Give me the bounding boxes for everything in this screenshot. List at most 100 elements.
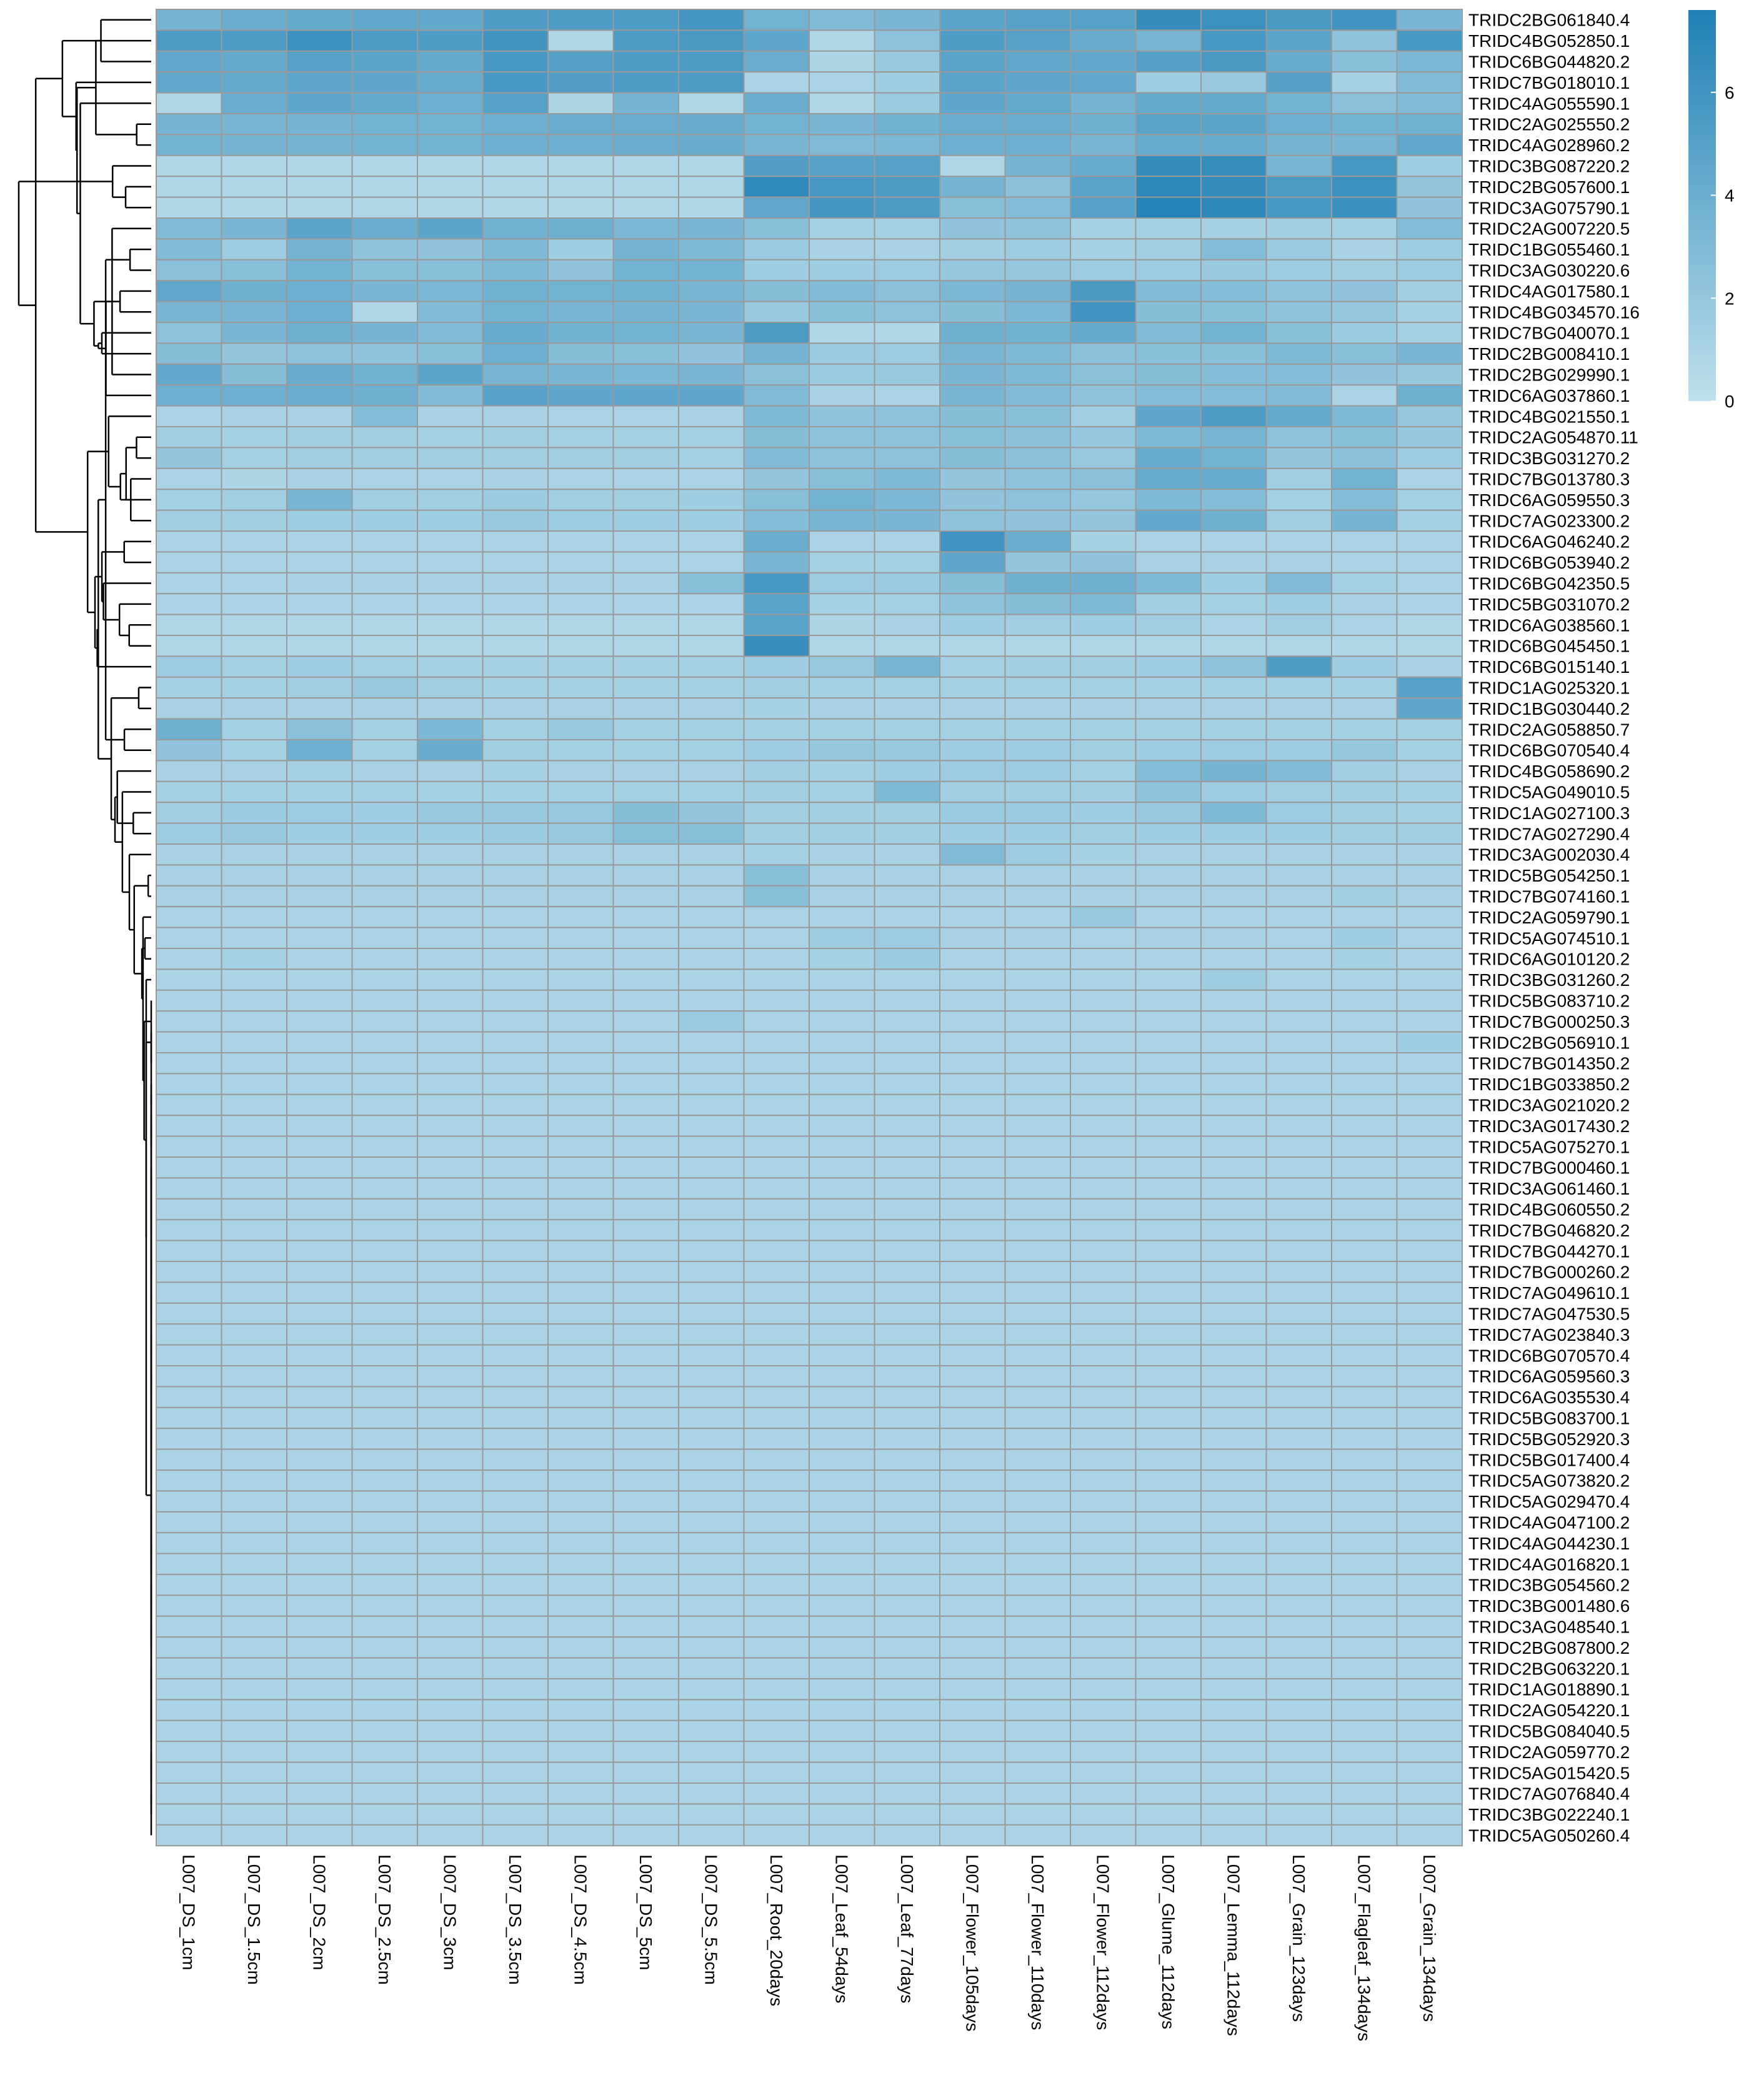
- heatmap-cell: [939, 134, 1006, 156]
- heatmap-cell: [351, 1657, 418, 1680]
- heatmap-cell: [351, 1574, 418, 1596]
- heatmap-cell: [1135, 718, 1202, 740]
- heatmap-cell: [547, 1490, 614, 1513]
- heatmap-cell: [286, 1741, 353, 1763]
- heatmap-cell: [482, 551, 549, 574]
- heatmap-cell: [351, 697, 418, 720]
- heatmap-cell: [1331, 1198, 1398, 1221]
- heatmap-cell: [678, 1719, 745, 1743]
- heatmap-cell: [874, 1177, 940, 1200]
- heatmap-cell: [547, 154, 614, 177]
- heatmap-cell: [351, 1699, 418, 1721]
- heatmap-cell: [1265, 1532, 1332, 1554]
- heatmap-cell: [1331, 1406, 1398, 1429]
- heatmap-cell: [874, 927, 940, 949]
- heatmap-cell: [874, 1824, 940, 1847]
- heatmap-cell: [1265, 760, 1332, 782]
- heatmap-cell: [286, 447, 353, 469]
- column-label: L007_DS_4.5cm: [571, 1854, 590, 1985]
- heatmap-cell: [351, 363, 418, 386]
- heatmap-cell: [743, 948, 810, 970]
- heatmap-cell: [417, 1741, 484, 1763]
- heatmap-cell: [874, 363, 940, 386]
- heatmap-cell: [874, 1615, 940, 1638]
- heatmap-cell: [482, 1719, 549, 1743]
- heatmap-cell: [1135, 29, 1202, 52]
- heatmap-cell: [1200, 1511, 1267, 1534]
- row-label: TRIDC1AG025320.1: [1468, 679, 1630, 698]
- heatmap-cell: [939, 1135, 1006, 1158]
- heatmap-cell: [874, 989, 940, 1012]
- heatmap-cell: [1331, 1511, 1398, 1534]
- heatmap-cell: [1004, 593, 1071, 615]
- heatmap-cell: [1200, 989, 1267, 1012]
- heatmap-cell: [743, 238, 810, 261]
- heatmap-cell: [612, 176, 679, 198]
- heatmap-cell: [156, 1281, 222, 1304]
- heatmap-cell: [351, 301, 418, 324]
- heatmap-cell: [612, 342, 679, 365]
- heatmap-cell: [743, 259, 810, 282]
- heatmap-cell: [1396, 50, 1463, 73]
- heatmap-cell: [1070, 363, 1137, 386]
- heatmap-cell: [286, 1490, 353, 1513]
- heatmap-cell: [482, 1073, 549, 1095]
- heatmap-cell: [1200, 1803, 1267, 1826]
- heatmap-cell: [743, 1574, 810, 1596]
- heatmap-cell: [1265, 1386, 1332, 1408]
- heatmap-cell: [743, 1344, 810, 1367]
- heatmap-cell: [286, 342, 353, 365]
- heatmap-cell: [417, 1615, 484, 1638]
- heatmap-cell: [1265, 1615, 1332, 1638]
- heatmap-cell: [156, 1615, 222, 1638]
- heatmap-cell: [743, 1219, 810, 1241]
- heatmap-cell: [939, 384, 1006, 407]
- heatmap-cell: [809, 635, 875, 657]
- heatmap-cell: [417, 1574, 484, 1596]
- heatmap-cell: [809, 322, 875, 344]
- heatmap-cell: [156, 447, 222, 469]
- heatmap-cell: [417, 1219, 484, 1241]
- heatmap-cell: [612, 1782, 679, 1805]
- heatmap-cell: [743, 968, 810, 991]
- heatmap-cell: [221, 384, 287, 407]
- heatmap-cell: [286, 822, 353, 845]
- heatmap-cell: [221, 1511, 287, 1534]
- heatmap-cell: [156, 1657, 222, 1680]
- heatmap-cell: [156, 1115, 222, 1137]
- heatmap-cell: [1004, 822, 1071, 845]
- heatmap-cell: [1200, 447, 1267, 469]
- heatmap-cell: [612, 1741, 679, 1763]
- heatmap-cell: [482, 1741, 549, 1763]
- row-label: TRIDC4AG028960.2: [1468, 136, 1630, 155]
- heatmap-cell: [1396, 71, 1463, 94]
- heatmap-cell: [482, 572, 549, 595]
- heatmap-cell: [1070, 1031, 1137, 1053]
- heatmap-cell: [221, 322, 287, 344]
- heatmap-cell: [1070, 9, 1137, 31]
- heatmap-cell: [417, 384, 484, 407]
- heatmap-cell: [482, 864, 549, 887]
- heatmap-cell: [1070, 1574, 1137, 1596]
- heatmap-cell: [1331, 1782, 1398, 1805]
- heatmap-cell: [221, 802, 287, 824]
- heatmap-cell: [547, 489, 614, 511]
- heatmap-cell: [286, 322, 353, 344]
- heatmap-cell: [612, 1469, 679, 1492]
- heatmap-cell: [286, 614, 353, 636]
- heatmap-cell: [156, 676, 222, 699]
- heatmap-cell: [874, 655, 940, 678]
- heatmap-cell: [351, 843, 418, 866]
- heatmap-cell: [547, 1657, 614, 1680]
- heatmap-cell: [221, 635, 287, 657]
- heatmap-cell: [482, 1115, 549, 1137]
- heatmap-cell: [1265, 697, 1332, 720]
- heatmap-cell: [221, 1532, 287, 1554]
- heatmap-cell: [1265, 342, 1332, 365]
- heatmap-cell: [612, 655, 679, 678]
- heatmap-cell: [939, 1052, 1006, 1075]
- heatmap-cell: [351, 676, 418, 699]
- heatmap-cell: [1135, 467, 1202, 490]
- row-label: TRIDC7BG046820.2: [1468, 1221, 1630, 1240]
- heatmap-cell: [286, 1344, 353, 1367]
